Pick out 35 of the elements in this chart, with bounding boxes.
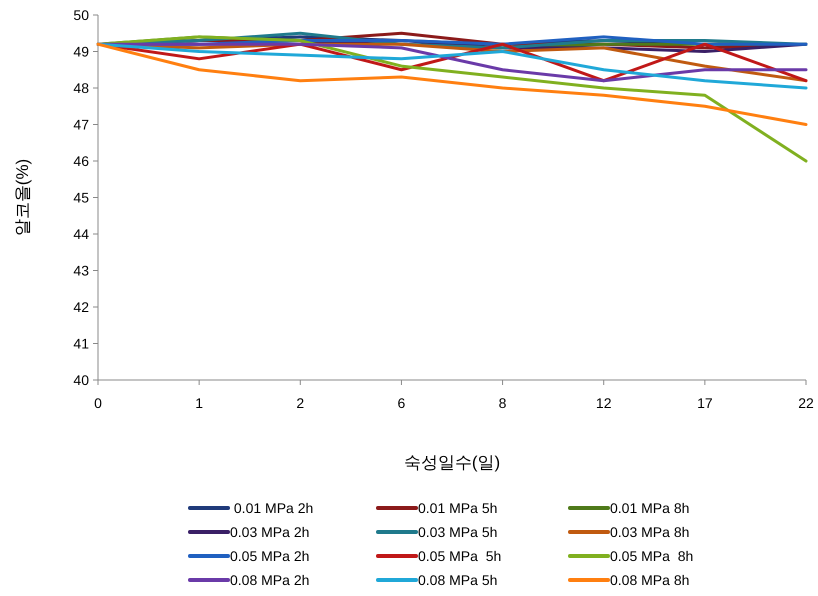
y-tick-label: 49 xyxy=(73,44,90,60)
x-tick-label: 12 xyxy=(596,395,612,411)
x-axis-title: 숙성일수(일) xyxy=(404,453,500,472)
y-tick-label: 44 xyxy=(73,226,90,242)
y-tick-label: 41 xyxy=(73,336,90,352)
y-tick-label: 42 xyxy=(73,299,90,315)
x-tick-label: 8 xyxy=(498,395,507,411)
legend-label: 0.05 MPa 2h xyxy=(230,548,310,564)
legend-label: 0.08 MPa 2h xyxy=(230,572,310,588)
legend-label: 0.08 MPa 5h xyxy=(418,572,498,588)
x-tick-label: 17 xyxy=(697,395,713,411)
y-tick-label: 48 xyxy=(73,80,90,96)
legend-label: 0.08 MPa 8h xyxy=(610,572,690,588)
legend-label: 0.03 MPa 2h xyxy=(230,524,310,540)
legend-label: 0.01 MPa 8h xyxy=(610,500,690,516)
legend-label: 0.03 MPa 5h xyxy=(418,524,498,540)
x-tick-label: 1 xyxy=(195,395,204,411)
x-tick-label: 2 xyxy=(296,395,304,411)
y-tick-label: 40 xyxy=(73,372,90,388)
line-series xyxy=(96,35,808,162)
x-tick-label: 6 xyxy=(398,395,406,411)
y-tick-label: 46 xyxy=(73,153,90,169)
line-series xyxy=(96,42,808,126)
y-tick-label: 43 xyxy=(73,262,90,278)
legend-label: 0.05 MPa 8h xyxy=(610,548,694,564)
y-tick-label: 45 xyxy=(73,190,90,206)
legend-label: 0.03 MPa 8h xyxy=(610,524,690,540)
legend-label: 0.05 MPa 5h xyxy=(418,548,502,564)
y-axis-title: 알코올(%) xyxy=(13,158,32,236)
y-tick-label: 47 xyxy=(73,116,90,132)
x-tick-label: 0 xyxy=(94,395,102,411)
x-tick-label: 22 xyxy=(798,395,814,411)
legend-label: 0.01 MPa 5h xyxy=(418,500,498,516)
legend-label: 0.01 MPa 2h xyxy=(230,500,314,516)
y-tick-label: 50 xyxy=(73,7,90,23)
